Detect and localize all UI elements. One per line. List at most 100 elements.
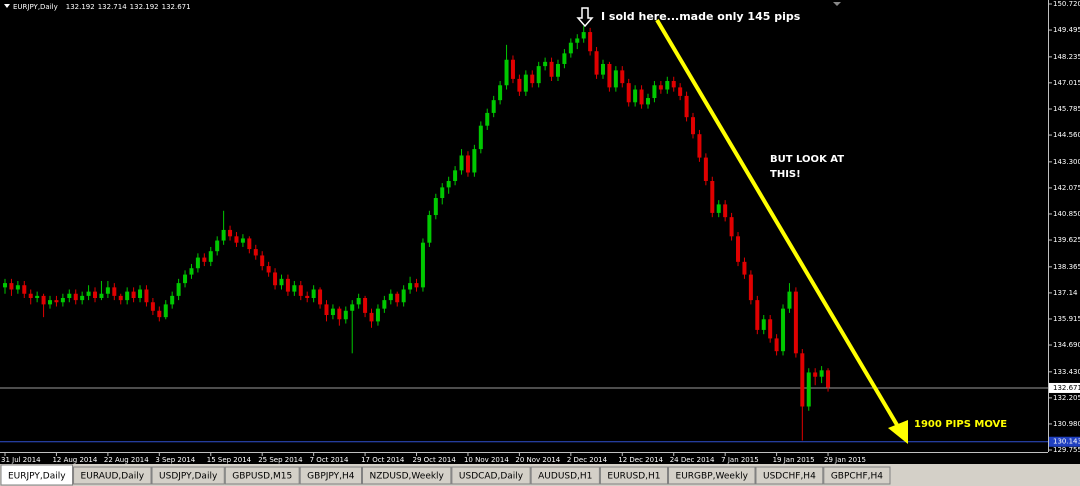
candle-body [530, 74, 535, 84]
header: EURJPY,Daily 132.192 132.714 132.192 132.671 [13, 3, 191, 11]
tab-box[interactable] [668, 466, 756, 485]
candle-body [549, 61, 554, 77]
candle-body [138, 289, 143, 299]
tab[interactable]: GBPCHF,H4 [823, 466, 891, 485]
tab-box[interactable] [151, 466, 225, 485]
tab[interactable]: EURUSD,H1 [599, 466, 669, 485]
candle-body [697, 134, 702, 158]
tab[interactable]: USDCAD,Daily [451, 466, 531, 485]
candle-body [150, 302, 155, 311]
tab-label[interactable]: USDCAD,Daily [459, 472, 524, 482]
candle-body [819, 370, 824, 377]
tab[interactable]: USDJPY,Daily [151, 466, 225, 485]
tab-box[interactable] [224, 466, 300, 485]
menu-triangle[interactable] [4, 4, 10, 8]
candle-body [433, 198, 438, 216]
candle-body [510, 59, 515, 79]
tab-box[interactable] [451, 466, 531, 485]
candle-body [118, 295, 123, 301]
candle-body [221, 229, 226, 241]
annotation: I sold here...made only 145 pips [601, 10, 801, 23]
x-tick-label: 29 Jan 2015 [824, 456, 866, 464]
tab-label[interactable]: GBPJPY,H4 [307, 472, 355, 482]
candle-body [427, 215, 432, 243]
y-tick-label: 134.690 [1053, 341, 1080, 349]
candle-body [99, 293, 104, 299]
candle-body [382, 300, 387, 309]
trend-arrow [655, 18, 902, 432]
tab[interactable]: AUDUSD,H1 [530, 466, 600, 485]
tab-label[interactable]: USDJPY,Daily [159, 472, 218, 482]
candle-body [93, 291, 98, 299]
candle-body [543, 61, 548, 67]
y-tick-label: 142.075 [1053, 184, 1080, 192]
candle-body [54, 300, 59, 303]
tab-box[interactable] [299, 466, 362, 485]
tab-box[interactable] [0, 464, 74, 486]
quote: 132.192 [66, 3, 95, 11]
tab-label[interactable]: USDCHF,H4 [763, 472, 816, 482]
candle-body [581, 32, 586, 39]
tab[interactable]: GBPJPY,H4 [299, 466, 362, 485]
candle-body [633, 89, 638, 103]
candle-body [523, 74, 528, 92]
candle-body [478, 125, 483, 150]
candle-body [678, 87, 683, 96]
x-tick-label: 2 Dec 2014 [567, 456, 608, 464]
candle-body [691, 117, 696, 135]
x-tick-label: 17 Oct 2014 [361, 456, 405, 464]
candle-body [170, 295, 175, 305]
marker-label-box [1049, 436, 1080, 447]
tab-label[interactable]: GBPUSD,M15 [232, 472, 292, 482]
candle-body [228, 229, 233, 237]
tab-label[interactable]: EURUSD,H1 [607, 472, 660, 482]
candle-body [253, 249, 258, 256]
candle-body [491, 100, 496, 113]
y-tick-label: 148.235 [1053, 53, 1080, 61]
x-tick-label: 25 Sep 2014 [258, 456, 303, 464]
y-tick-label: 139.625 [1053, 236, 1080, 244]
candle-body [279, 278, 284, 286]
tab-label[interactable]: GBPCHF,H4 [831, 472, 883, 482]
y-tick-label: 132.205 [1053, 394, 1080, 402]
tab[interactable]: EURJPY,Daily [0, 464, 74, 486]
y-tick-label: 133.430 [1053, 368, 1080, 376]
tab[interactable]: EURGBP,Weekly [668, 466, 756, 485]
candle-body [131, 291, 136, 299]
candle-body [620, 70, 625, 84]
tab-box[interactable] [361, 466, 452, 485]
y-tick-label: 130.980 [1053, 420, 1080, 428]
tab-box[interactable] [530, 466, 600, 485]
candle-body [806, 372, 811, 407]
candle-body [86, 291, 91, 296]
candle-body [240, 238, 245, 243]
annotations: I sold here...made only 145 pips BUT LOO… [576, 7, 1007, 444]
candle-body [60, 298, 65, 303]
tab-box[interactable] [755, 466, 824, 485]
tab[interactable]: USDCHF,H4 [755, 466, 824, 485]
x-tick-label: 10 Nov 2014 [464, 456, 509, 464]
marker-label: 130.143 [1053, 438, 1080, 446]
tab-box[interactable] [823, 466, 891, 485]
x-tick-label: 20 Nov 2014 [515, 456, 560, 464]
annotation: 1900 PIPS MOVE [914, 419, 1007, 430]
tab-label[interactable]: NZDUSD,Weekly [369, 472, 444, 482]
candle-body [472, 149, 477, 173]
price-label: 132.671 [1053, 384, 1080, 392]
tab[interactable]: NZDUSD,Weekly [361, 466, 452, 485]
tab-label[interactable]: EURAUD,Daily [81, 472, 145, 482]
tab-label[interactable]: EURJPY,Daily [8, 472, 66, 482]
tab-label[interactable]: EURGBP,Weekly [676, 472, 749, 482]
candle-body [575, 38, 580, 43]
candle-body [163, 304, 168, 318]
tab-box[interactable] [73, 466, 152, 485]
tab[interactable]: GBPUSD,M15 [224, 466, 300, 485]
tab-box[interactable] [599, 466, 669, 485]
tab[interactable]: EURAUD,Daily [73, 466, 152, 485]
candle-body [234, 236, 239, 243]
candle-body [607, 63, 612, 88]
tab-label[interactable]: AUDUSD,H1 [538, 472, 592, 482]
candle-body [22, 285, 27, 294]
candle-body [176, 283, 181, 296]
x-tick-label: 22 Aug 2014 [104, 456, 149, 464]
